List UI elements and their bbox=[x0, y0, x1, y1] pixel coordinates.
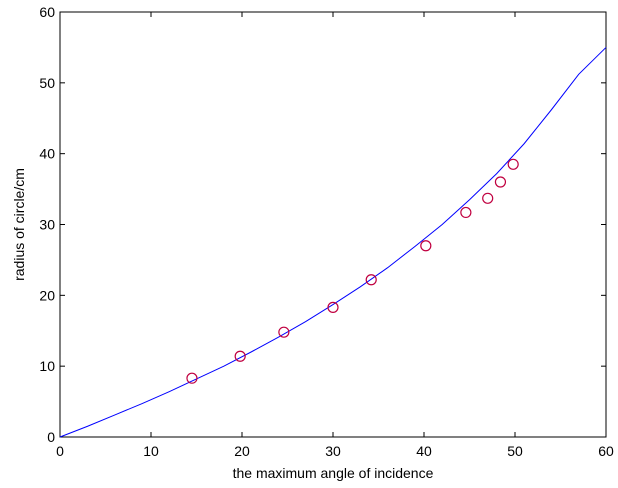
data-point-marker bbox=[327, 301, 339, 313]
y-axis-label: radius of circle/cm bbox=[11, 168, 27, 281]
y-tick-label: 40 bbox=[39, 146, 55, 162]
x-tick-label: 10 bbox=[143, 443, 159, 459]
y-tick-label: 0 bbox=[47, 429, 55, 445]
data-point-marker bbox=[234, 350, 246, 362]
x-tick-label: 30 bbox=[325, 443, 341, 459]
data-point-marker bbox=[420, 240, 432, 252]
plot-area bbox=[59, 11, 607, 438]
series-layer bbox=[59, 47, 607, 438]
x-tick-label: 20 bbox=[234, 443, 250, 459]
fit-curve bbox=[59, 47, 607, 438]
y-tick-label: 10 bbox=[39, 358, 55, 374]
y-tick-label: 20 bbox=[39, 287, 55, 303]
data-point-marker bbox=[482, 192, 494, 204]
data-point-marker bbox=[365, 274, 377, 286]
x-tick-label: 0 bbox=[56, 443, 64, 459]
data-point-marker bbox=[278, 326, 290, 338]
x-axis-label: the maximum angle of incidence bbox=[233, 465, 434, 481]
x-tick-label: 40 bbox=[416, 443, 432, 459]
y-tick-label: 50 bbox=[39, 75, 55, 91]
x-tick-label: 60 bbox=[598, 443, 614, 459]
axis-ticks bbox=[59, 11, 607, 438]
data-point-marker bbox=[507, 158, 519, 170]
y-tick-label: 30 bbox=[39, 217, 55, 233]
x-tick-label: 50 bbox=[507, 443, 523, 459]
y-tick-label: 60 bbox=[39, 4, 55, 20]
data-point-marker bbox=[494, 176, 507, 188]
data-point-marker bbox=[460, 206, 472, 219]
axis-tick-labels: 0 10 20 30 40 50 60 0 10 20 30 40 50 60 bbox=[39, 4, 614, 459]
data-point-marker bbox=[186, 372, 198, 384]
